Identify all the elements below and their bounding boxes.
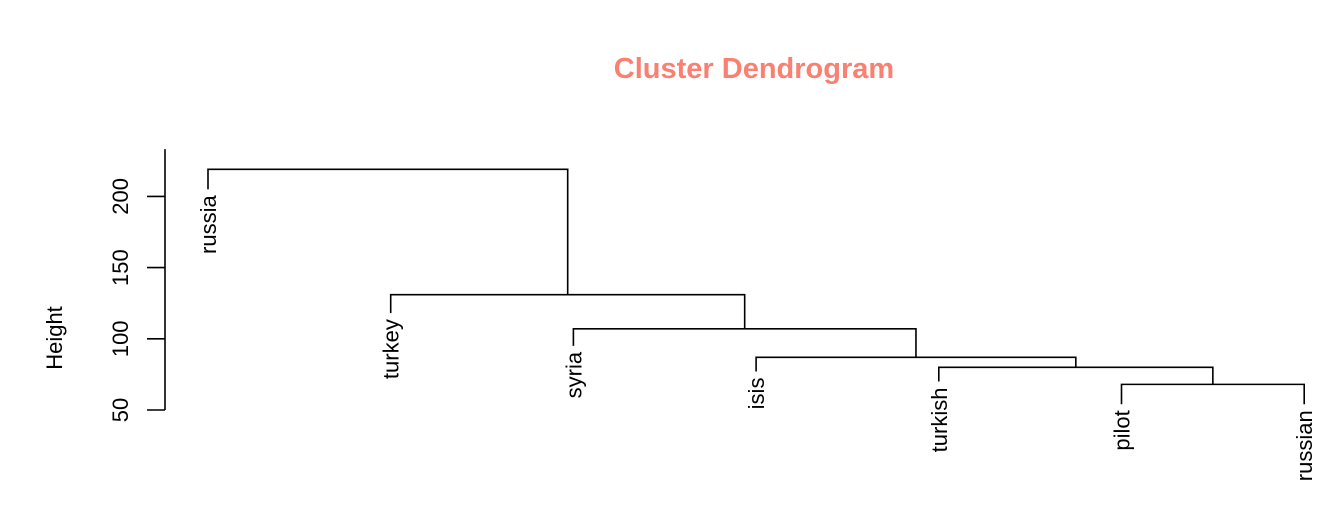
- leaf-label-turkey: turkey: [379, 319, 404, 379]
- leaf-label-pilot: pilot: [1110, 410, 1135, 450]
- dendrogram-merge: [389, 293, 746, 329]
- dendrogram-merge: [572, 328, 917, 358]
- y-tick-label: 150: [108, 249, 133, 286]
- dendrogram-merge: [1120, 383, 1305, 405]
- leaf-label-syria: syria: [561, 351, 586, 398]
- y-tick-label: 50: [108, 398, 133, 422]
- y-axis-label: Height: [42, 306, 67, 370]
- leaf-label-isis: isis: [744, 378, 769, 410]
- leaf-label-russian: russian: [1292, 410, 1317, 481]
- dendrogram-merge: [755, 356, 1077, 372]
- dendrogram-tree: [207, 168, 1305, 405]
- dendrogram-merge: [938, 366, 1214, 385]
- chart-title: Cluster Dendrogram: [614, 53, 894, 85]
- leaf-labels: russia turkey syria isis turkish pilot russian: [196, 195, 1317, 482]
- dendrogram-merge: [207, 168, 569, 295]
- y-tick-label: 100: [108, 320, 133, 357]
- y-axis: 50 100 150 200: [108, 149, 166, 422]
- leaf-label-russia: russia: [196, 195, 221, 254]
- y-tick-label: 200: [108, 178, 133, 215]
- leaf-label-turkish: turkish: [927, 388, 952, 453]
